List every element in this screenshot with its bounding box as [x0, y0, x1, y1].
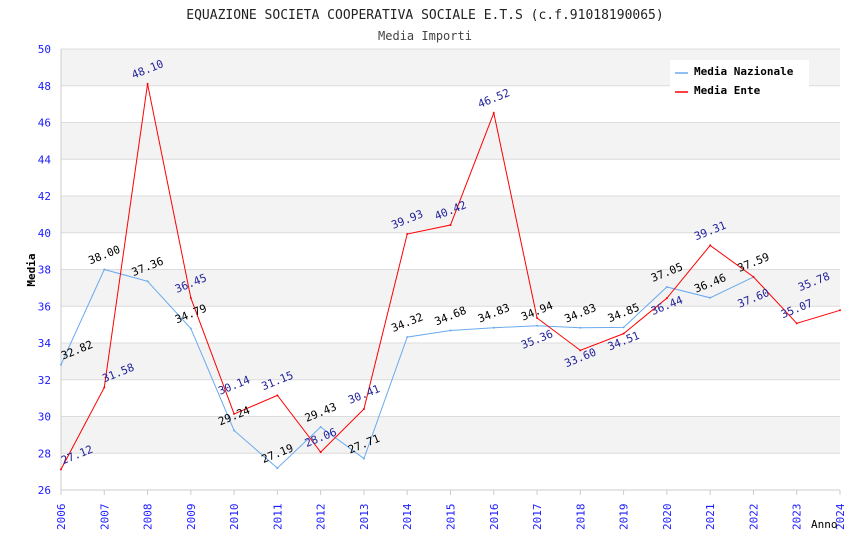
data-point — [103, 386, 106, 389]
data-point — [233, 412, 236, 415]
data-label: 30.41 — [346, 382, 382, 406]
y-tick-label: 42 — [38, 190, 51, 203]
data-point — [536, 317, 539, 320]
x-tick-label: 2018 — [574, 504, 587, 531]
x-tick-label: 2014 — [401, 503, 414, 530]
data-point — [795, 322, 798, 325]
y-tick-label: 46 — [38, 117, 51, 130]
legend: Media Nazionale Media Ente — [670, 60, 809, 98]
data-point — [536, 324, 539, 327]
grid-band — [61, 122, 840, 160]
data-point — [752, 275, 755, 278]
data-point — [103, 268, 106, 271]
y-tick-label: 28 — [38, 447, 51, 460]
data-label: 34.68 — [433, 304, 469, 328]
data-point — [276, 394, 279, 397]
chart-title: EQUAZIONE SOCIETA COOPERATIVA SOCIALE E.… — [186, 8, 663, 23]
data-point — [449, 224, 452, 227]
data-point — [839, 309, 841, 312]
grid-band — [61, 343, 840, 380]
legend-label-nazionale: Media Nazionale — [694, 65, 794, 78]
data-point — [709, 296, 712, 299]
x-tick-label: 2012 — [315, 504, 328, 531]
x-tick-label: 2013 — [358, 504, 371, 531]
x-tick-label: 2023 — [791, 504, 804, 531]
grid-band — [61, 269, 840, 307]
x-tick-label: 2006 — [55, 504, 68, 531]
data-point — [622, 332, 625, 335]
data-point — [579, 349, 582, 352]
x-tick-label: 2019 — [618, 504, 631, 531]
data-label: 34.32 — [389, 310, 425, 334]
x-tick-label: 2021 — [704, 504, 717, 531]
data-point — [319, 451, 322, 454]
x-tick-label: 2015 — [445, 504, 458, 531]
data-point — [449, 329, 452, 332]
x-tick-label: 2009 — [185, 504, 198, 531]
y-tick-label: 34 — [38, 337, 52, 350]
data-point — [622, 326, 625, 329]
y-tick-label: 36 — [38, 300, 51, 313]
y-tick-label: 38 — [38, 264, 51, 277]
data-point — [276, 467, 279, 470]
x-tick-label: 2020 — [661, 504, 674, 531]
y-tick-label: 50 — [38, 43, 51, 56]
data-point — [709, 244, 712, 247]
grid-band — [61, 196, 840, 233]
grid-band — [61, 416, 840, 454]
x-tick-label: 2007 — [98, 504, 111, 531]
data-point — [665, 285, 668, 288]
data-point — [492, 326, 495, 329]
y-tick-label: 40 — [38, 227, 51, 240]
data-point — [406, 336, 409, 339]
data-point — [233, 429, 236, 432]
x-tick-label: 2022 — [747, 504, 760, 531]
x-tick-label: 2016 — [488, 504, 501, 531]
y-tick-label: 48 — [38, 80, 51, 93]
y-tick-label: 26 — [38, 484, 51, 497]
data-label: 38.00 — [87, 243, 123, 267]
legend-label-ente: Media Ente — [694, 84, 761, 97]
data-label: 46.52 — [476, 86, 512, 110]
x-tick-label: 2010 — [228, 504, 241, 531]
data-point — [60, 363, 62, 366]
data-point — [362, 457, 365, 460]
x-axis-label: Anno — [811, 518, 838, 531]
chart-subtitle: Media Importi — [378, 29, 472, 43]
data-point — [362, 407, 365, 410]
data-point — [406, 233, 409, 236]
data-point — [665, 297, 668, 300]
data-point — [189, 327, 192, 330]
data-point — [60, 468, 62, 471]
data-point — [492, 111, 495, 114]
y-tick-label: 30 — [38, 411, 51, 424]
y-axis-label: Media — [25, 253, 38, 286]
x-tick-label: 2017 — [531, 504, 544, 531]
x-tick-label: 2011 — [271, 504, 284, 531]
data-point — [319, 425, 322, 428]
data-point — [189, 296, 192, 299]
x-tick-label: 2008 — [142, 504, 155, 531]
data-point — [146, 82, 149, 85]
y-tick-label: 32 — [38, 374, 51, 387]
x-tick-label: 2024 — [834, 503, 847, 530]
data-point — [146, 280, 149, 283]
data-point — [579, 326, 582, 329]
y-tick-label: 44 — [38, 153, 52, 166]
